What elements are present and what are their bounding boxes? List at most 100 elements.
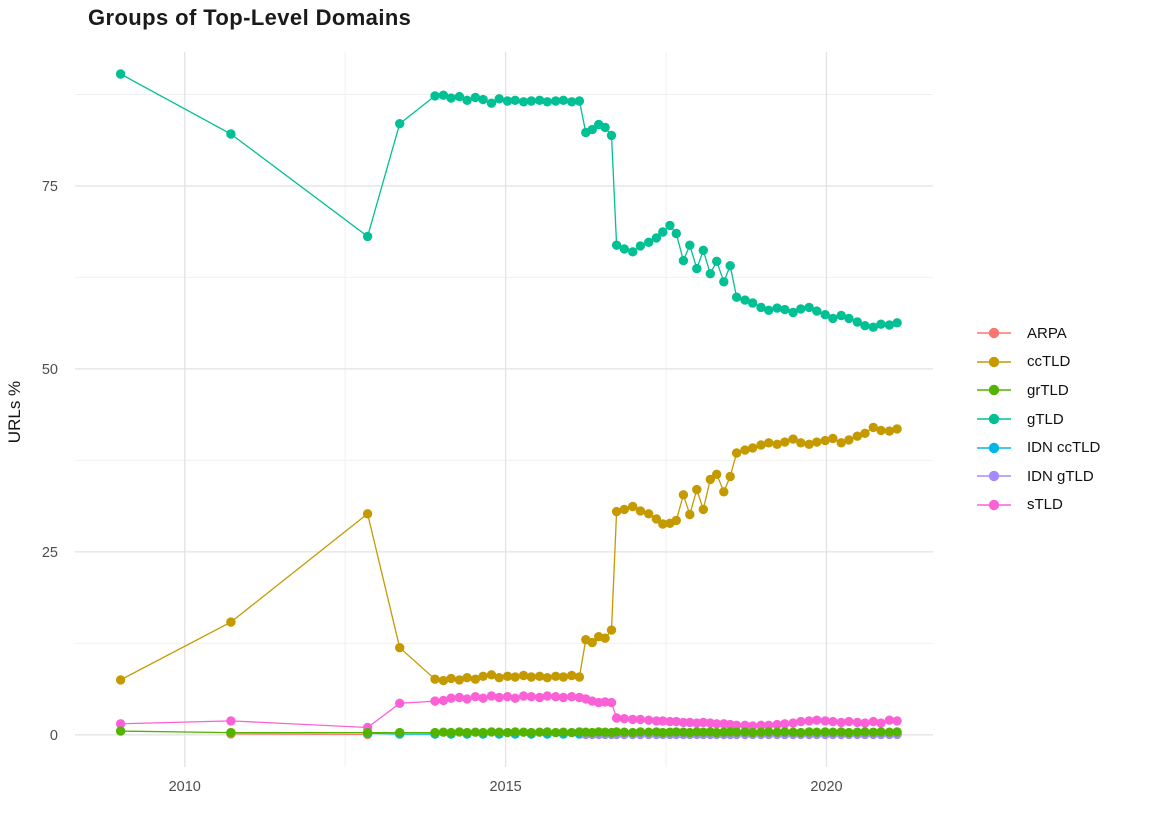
data-point [844,435,854,445]
data-point [606,625,617,635]
data-point [796,716,806,727]
y-tick-label: 75 [42,179,58,195]
series-line [120,73,898,328]
data-point [740,295,750,305]
data-point [644,237,654,247]
data-point [567,670,577,681]
data-point [635,727,646,737]
data-point [740,720,750,730]
data-point [619,504,629,515]
data-point [486,691,497,701]
data-point [651,233,662,243]
data-point [876,425,886,436]
legend-item-label: sTLD [1027,496,1063,514]
data-point [852,317,862,327]
idn-gtld-legend-marker-icon [977,471,1011,482]
legend-item-idn-cctld[interactable]: IDN ccTLD [975,433,1160,462]
data-point [748,298,758,308]
data-point [764,720,774,730]
data-point [844,727,854,738]
data-point [619,714,629,724]
y-tick-label: 25 [42,545,58,561]
series-line [120,426,898,682]
data-point [731,448,742,458]
data-point [828,313,838,324]
arpa-legend-marker-icon [977,328,1011,339]
data-point [812,306,822,316]
data-point [446,693,456,703]
data-point [852,727,862,737]
data-point [698,504,708,515]
data-point [438,695,449,706]
data-point [446,673,456,684]
data-point [764,438,774,448]
data-point [518,727,529,737]
data-point [892,727,902,737]
idn-cctld-legend-marker-icon [977,442,1011,453]
legend-item-gtld[interactable]: gTLD [975,405,1160,434]
data-point [764,305,774,315]
data-point [836,310,846,321]
data-point [748,721,758,731]
data-point [462,694,472,704]
data-point [446,93,456,103]
legend-item-stld[interactable]: sTLD [975,491,1160,520]
data-point [764,727,774,737]
data-point [731,292,742,302]
data-point [804,727,814,737]
data-point [756,727,766,737]
data-point [430,91,440,101]
data-point [478,94,488,105]
data-point [698,245,708,255]
data-point [510,672,520,682]
data-point [470,92,481,103]
cctld-legend-marker-icon [977,356,1011,368]
data-point [644,715,654,725]
legend-item-idn-gtld[interactable]: IDN gTLD [975,462,1160,491]
data-point [725,261,735,271]
data-point [780,719,790,729]
data-point [828,727,838,737]
data-point [868,716,878,727]
data-point [772,439,782,449]
data-point [860,727,870,737]
data-point [644,727,654,737]
data-point [748,443,758,453]
data-point [780,304,790,315]
data-point [705,269,715,279]
chart-title: Groups of Top-Level Domains [88,5,412,30]
data-point [719,277,729,287]
data-point [628,247,638,257]
legend-item-cctld[interactable]: ccTLD [975,348,1160,377]
data-point [731,720,742,730]
data-point [518,670,529,681]
data-point [438,90,449,100]
data-point [454,91,465,102]
data-point [115,726,126,736]
data-point [820,727,830,737]
data-point [518,691,529,701]
data-point [606,130,617,141]
x-tick-label: 2010 [169,779,201,795]
data-point [712,727,722,738]
legend-item-arpa[interactable]: ARPA [975,319,1160,348]
data-point [470,692,481,702]
data-point [820,310,830,320]
data-point [812,715,822,725]
data-point [884,426,895,436]
data-point [502,671,513,681]
data-point [486,670,497,680]
data-point [619,727,629,737]
data-point [587,637,597,648]
data-point [788,307,798,318]
data-point [860,321,870,331]
data-point [788,434,798,444]
data-point [606,697,617,708]
data-point [470,727,481,737]
data-point [567,727,577,738]
data-point [804,716,814,726]
legend-item-grtld[interactable]: grTLD [975,376,1160,405]
series-stld [115,691,902,733]
data-point [876,718,886,728]
legend-item-label: ccTLD [1027,353,1071,371]
